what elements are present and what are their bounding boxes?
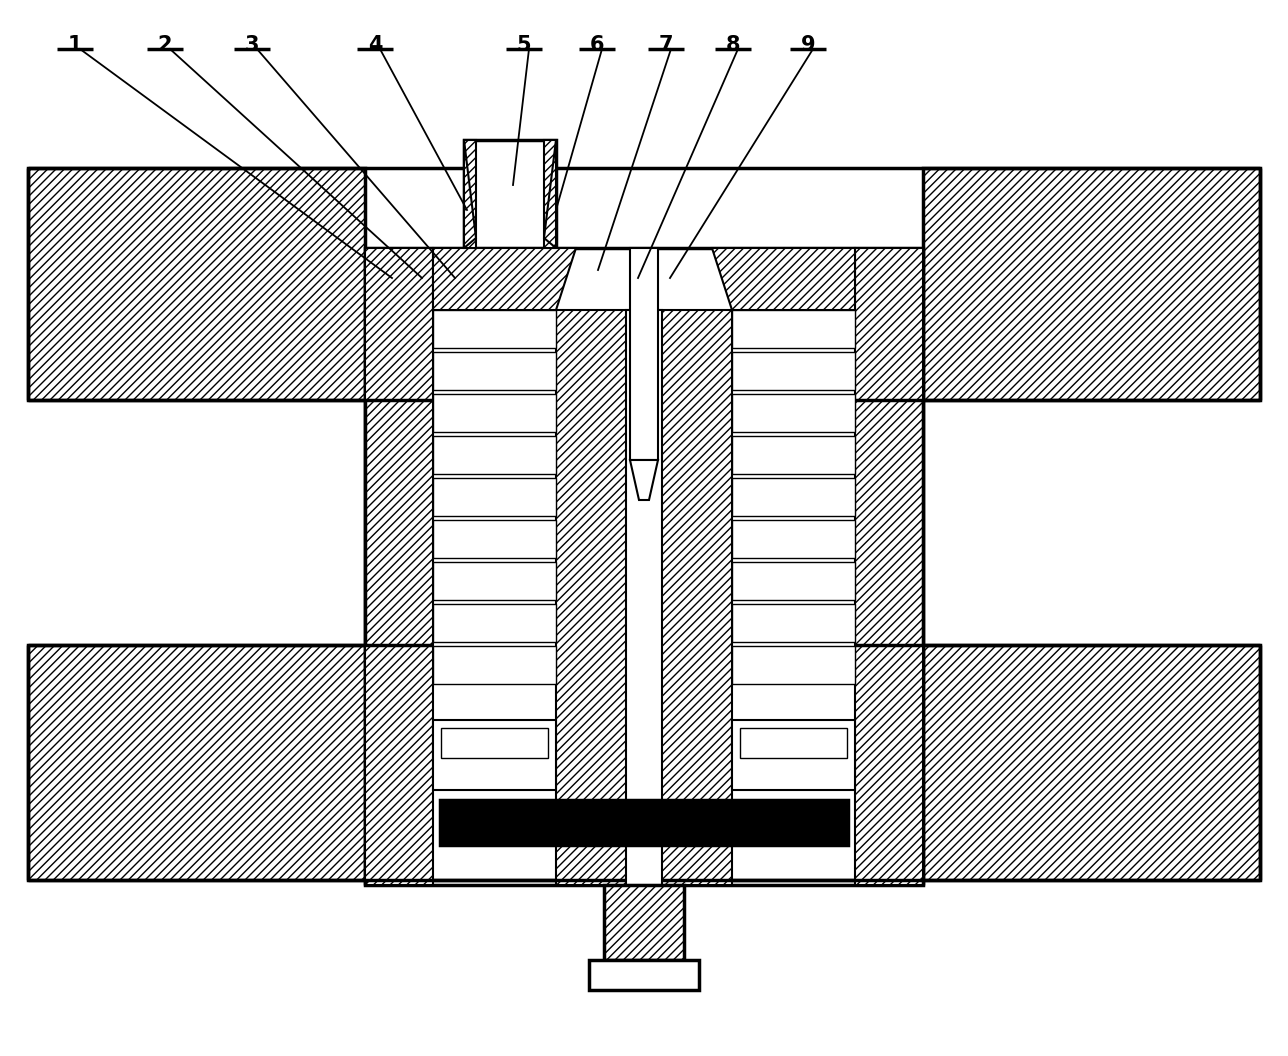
Bar: [28, 645, 365, 880]
Bar: [732, 436, 855, 474]
Text: 2: 2: [157, 35, 173, 55]
Bar: [732, 604, 855, 642]
Polygon shape: [433, 248, 576, 310]
Bar: [732, 478, 855, 516]
Bar: [433, 604, 556, 642]
Bar: [732, 310, 855, 348]
Polygon shape: [544, 140, 556, 248]
Bar: [365, 248, 923, 885]
Polygon shape: [630, 460, 658, 499]
Polygon shape: [464, 140, 477, 248]
Text: 1: 1: [68, 35, 82, 55]
Bar: [433, 394, 556, 432]
Bar: [923, 168, 1260, 400]
Polygon shape: [712, 248, 855, 310]
Bar: [433, 720, 556, 790]
Bar: [732, 562, 855, 600]
Bar: [604, 885, 684, 960]
Bar: [433, 310, 556, 348]
Bar: [630, 248, 658, 460]
Bar: [365, 248, 433, 885]
Bar: [433, 478, 556, 516]
Bar: [732, 720, 855, 790]
Text: 9: 9: [801, 35, 815, 55]
Bar: [732, 352, 855, 390]
Bar: [28, 168, 365, 400]
Polygon shape: [544, 140, 556, 248]
Bar: [433, 436, 556, 474]
Bar: [732, 394, 855, 432]
Polygon shape: [464, 140, 477, 248]
Text: 6: 6: [590, 35, 604, 55]
Text: 7: 7: [658, 35, 674, 55]
Bar: [433, 352, 556, 390]
Bar: [741, 728, 848, 758]
Bar: [626, 310, 662, 885]
Bar: [855, 248, 923, 885]
Bar: [589, 960, 699, 991]
Bar: [433, 646, 556, 684]
Text: 5: 5: [516, 35, 532, 55]
Bar: [556, 310, 732, 885]
Bar: [732, 520, 855, 558]
Bar: [464, 140, 556, 248]
Bar: [732, 646, 855, 684]
Text: 4: 4: [368, 35, 383, 55]
Bar: [923, 645, 1260, 880]
Bar: [433, 562, 556, 600]
Bar: [440, 728, 547, 758]
Bar: [440, 800, 848, 845]
Text: 3: 3: [245, 35, 259, 55]
Bar: [433, 520, 556, 558]
Text: 8: 8: [725, 35, 741, 55]
